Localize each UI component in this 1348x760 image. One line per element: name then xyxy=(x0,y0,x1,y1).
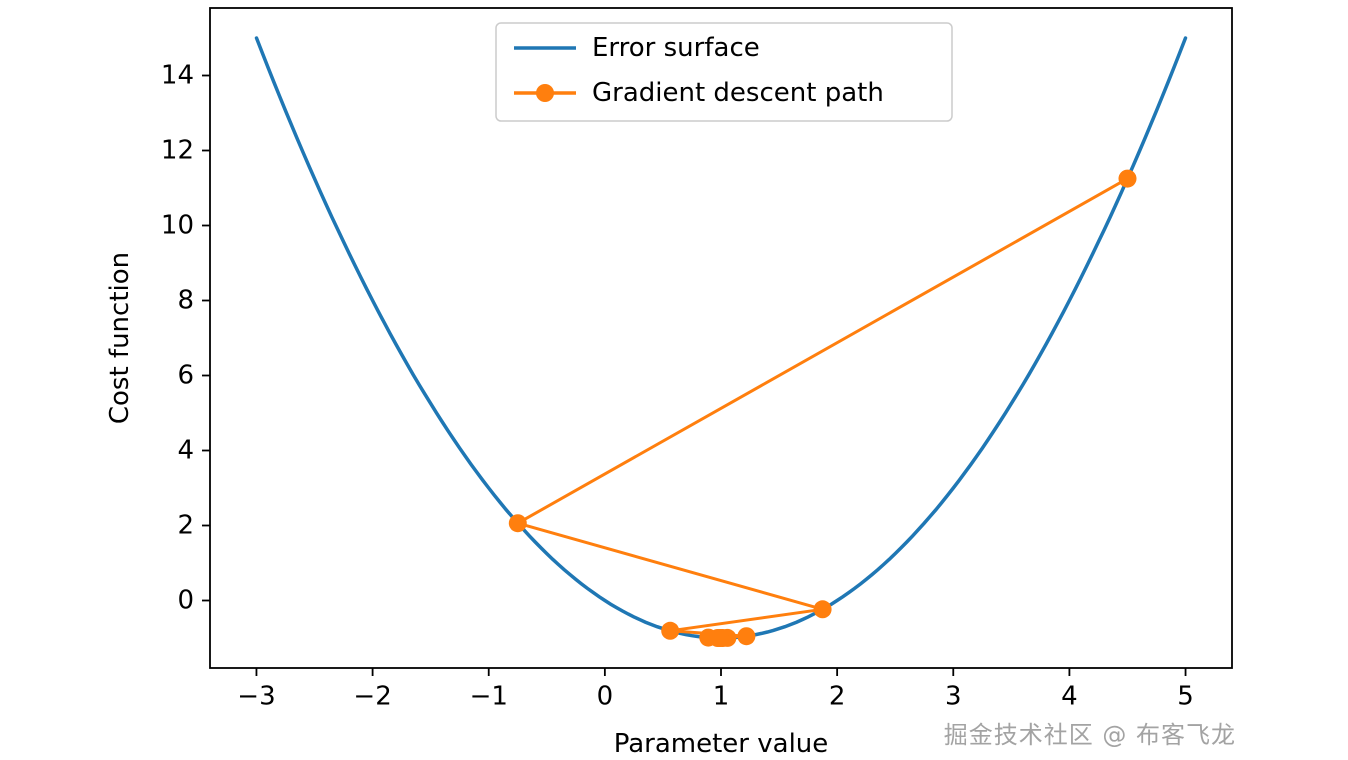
y-axis-label: Cost function xyxy=(105,252,135,424)
y-tick-label: 14 xyxy=(161,61,194,91)
x-tick-label: 3 xyxy=(945,681,962,711)
x-tick-label: −2 xyxy=(353,681,391,711)
gradient-descent-point-marker xyxy=(711,629,730,647)
x-tick-label: −1 xyxy=(470,681,508,711)
watermark-text: 掘金技术社区 @ 布客飞龙 xyxy=(943,721,1236,749)
x-tick-label: 2 xyxy=(829,681,846,711)
x-tick-label: 5 xyxy=(1177,681,1194,711)
legend-label: Error surface xyxy=(592,33,760,63)
y-tick-label: 4 xyxy=(177,436,194,466)
x-axis-label: Parameter value xyxy=(614,729,829,759)
gradient-descent-point-marker xyxy=(1118,169,1137,188)
x-tick-label: −3 xyxy=(237,681,275,711)
x-tick-label: 0 xyxy=(597,681,614,711)
x-tick-label: 4 xyxy=(1061,681,1078,711)
y-tick-label: 12 xyxy=(161,136,194,166)
y-tick-label: 2 xyxy=(177,511,194,541)
gradient-descent-point-marker xyxy=(508,514,527,533)
legend-marker-sample xyxy=(536,84,554,102)
gradient-descent-point-marker xyxy=(661,621,680,640)
gradient-descent-point-marker xyxy=(737,627,756,646)
y-tick-label: 6 xyxy=(177,361,194,391)
y-tick-label: 10 xyxy=(161,211,194,241)
y-tick-label: 0 xyxy=(177,586,194,616)
gradient-descent-point-marker xyxy=(813,600,832,619)
legend-label: Gradient descent path xyxy=(592,78,884,108)
legend-box xyxy=(495,22,953,122)
x-tick-label: 1 xyxy=(713,681,730,711)
y-tick-label: 8 xyxy=(177,286,194,316)
